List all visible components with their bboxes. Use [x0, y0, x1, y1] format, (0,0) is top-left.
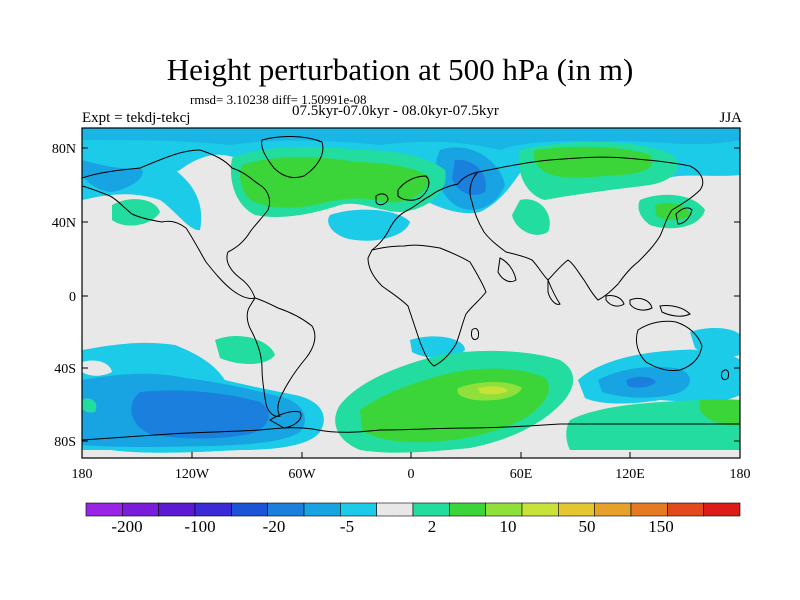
contour-band: [512, 199, 550, 235]
lon-label-180e: 180: [730, 467, 751, 482]
lon-ticks: [81, 452, 741, 458]
coastline: [367, 244, 487, 367]
coastline: [635, 320, 703, 371]
contour-band: [566, 400, 740, 450]
colorbar-label: -5: [340, 517, 354, 536]
contour-band: [533, 146, 653, 178]
colorbar-swatch: [485, 502, 523, 517]
coastline: [547, 279, 561, 305]
colorbar-swatch: [703, 502, 741, 517]
lon-label-60e: 60E: [510, 467, 533, 482]
coastlines: [82, 136, 740, 441]
coastline: [261, 136, 324, 179]
coastline: [82, 423, 740, 441]
colorbar-swatch: [412, 502, 450, 517]
season-label: JJA: [719, 110, 742, 126]
colorbar-swatch: [449, 502, 486, 517]
colorbar-swatch: [85, 502, 123, 517]
lon-label-120e: 120E: [615, 467, 645, 482]
lon-label-120w: 120W: [175, 467, 210, 482]
contour-band: [82, 360, 112, 376]
lat-label-40s: 40S: [54, 362, 76, 377]
colorbar-label: 150: [648, 517, 674, 536]
contour-band: [82, 398, 97, 413]
colorbar-swatch: [630, 502, 668, 517]
lat-labels: 80N 40N 0 40S 80S: [52, 142, 76, 450]
coastline: [371, 171, 479, 251]
colorbar-swatch: [158, 502, 196, 517]
coastline: [269, 411, 302, 429]
coastline: [659, 305, 691, 317]
colorbar-swatch: [594, 502, 632, 517]
lon-labels: 180 120W 60W 0 60E 120E 180: [72, 467, 751, 482]
contour-band: [690, 328, 740, 358]
lat-label-80n: 80N: [52, 142, 76, 157]
coastline: [246, 297, 316, 417]
colorbar-swatch: [231, 502, 268, 517]
colorbar-swatch: [558, 502, 595, 517]
coastline: [497, 257, 517, 283]
coastline: [471, 327, 479, 341]
lon-label-180w: 180: [72, 467, 93, 482]
colorbar-swatch: [521, 502, 559, 517]
colorbar-label: -20: [263, 517, 286, 536]
contour-band: [82, 160, 143, 192]
lat-label-80s: 80S: [54, 435, 76, 450]
coastline: [397, 175, 430, 201]
colorbar-label: 50: [579, 517, 596, 536]
coastline: [675, 207, 693, 225]
period-label: 07.5kyr-07.0kyr - 08.0kyr-07.5kyr: [292, 103, 499, 119]
lon-label-60w: 60W: [288, 467, 316, 482]
lat-ticks: [82, 147, 740, 442]
coastline: [82, 149, 271, 299]
colorbar-label: 2: [428, 517, 437, 536]
map-title: Height perturbation at 500 hPa (in m): [166, 52, 634, 87]
colorbar-swatch: [303, 502, 341, 517]
contour-band: [131, 390, 269, 439]
contour-band: [655, 203, 690, 221]
colorbar-label: -200: [111, 517, 142, 536]
lat-label-40n: 40N: [52, 216, 76, 231]
contour-band: [626, 376, 656, 388]
colorbar-swatch: [340, 502, 377, 517]
coastline: [721, 369, 729, 381]
coastline: [605, 295, 625, 307]
lon-label-0: 0: [408, 467, 415, 482]
contour-band: [452, 159, 486, 195]
colorbar-label: 10: [500, 517, 517, 536]
stats-label: rmsd= 3.10238 diff= 1.50991e-08: [190, 92, 367, 107]
coastline: [375, 193, 389, 206]
contour-band: [82, 128, 740, 150]
colorbar-swatch: [194, 502, 232, 517]
contour-band: [478, 386, 508, 395]
colorbar-labels: -200 -100 -20 -5 2 10 50 150: [111, 517, 673, 536]
colorbar-swatch: [667, 502, 704, 517]
contour-field: [82, 128, 740, 453]
lat-label-0: 0: [69, 290, 76, 305]
contour-band: [240, 157, 430, 208]
coastline: [469, 156, 704, 301]
contour-band: [328, 209, 410, 241]
colorbar-swatch: [267, 502, 305, 517]
colorbar: [85, 502, 741, 517]
contour-band: [410, 336, 465, 358]
contour-band: [215, 335, 275, 364]
contour-band: [700, 399, 740, 426]
experiment-label: Expt = tekdj-tekcj: [82, 110, 191, 126]
colorbar-swatch: [376, 502, 414, 517]
colorbar-label: -100: [184, 517, 215, 536]
coastline: [629, 297, 653, 311]
colorbar-swatch: [122, 502, 159, 517]
